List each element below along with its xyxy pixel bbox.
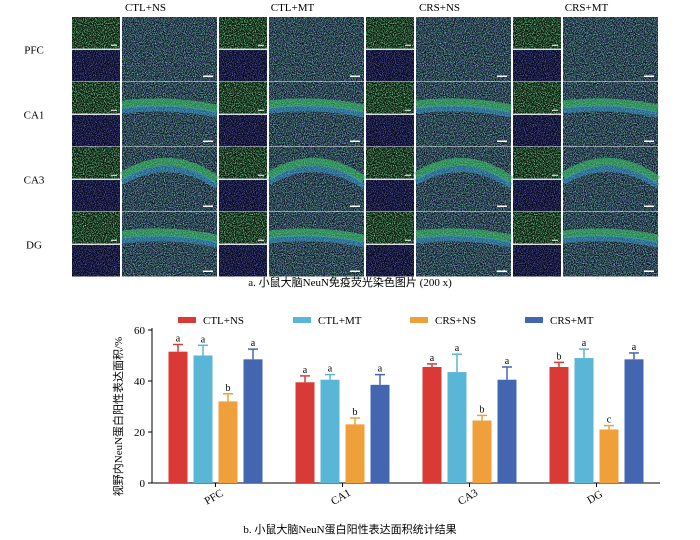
legend-swatch [293, 317, 311, 323]
bar-group: a [574, 338, 594, 483]
bar-group: a [295, 365, 315, 483]
legend-label: CTL+NS [203, 315, 244, 327]
micrograph-tile [513, 212, 659, 277]
micrograph-tile [219, 17, 364, 82]
legend-swatch [410, 317, 428, 323]
bar-group: b [345, 407, 365, 483]
bar-group: a [193, 334, 213, 483]
region-label: CA1 [24, 109, 45, 121]
bar [599, 429, 619, 483]
significance-label: a [505, 356, 510, 367]
bar [168, 351, 188, 483]
x-tick-label: PFC [203, 487, 226, 507]
micrograph-tile [366, 147, 514, 212]
y-tick-label: 20 [134, 427, 146, 439]
significance-label: a [251, 338, 256, 349]
y-axis-label: 视野内NeuN蛋白阳性表达面积/% [111, 337, 125, 497]
y-tick-label: 40 [134, 376, 146, 388]
group-label: CTL+NS [125, 2, 166, 14]
significance-label: b [557, 351, 562, 362]
bar [193, 355, 213, 483]
micrograph-tile [72, 147, 220, 212]
group-label: CTL+MT [271, 2, 315, 14]
bar-group: a [320, 364, 340, 483]
micrograph-tile [219, 212, 365, 277]
significance-label: c [607, 415, 612, 426]
bar-group: a [447, 343, 467, 483]
micrograph-tile [366, 17, 511, 82]
legend-swatch [178, 317, 196, 323]
legend-label: CTL+MT [318, 315, 362, 327]
bar-group: c [599, 415, 619, 483]
micrograph-tile [513, 147, 661, 212]
region-label: CA3 [24, 174, 45, 186]
bar [370, 384, 390, 483]
panel-b-caption: b. 小鼠大脑NeuN蛋白阳性表达面积统计结果 [243, 522, 456, 536]
x-tick-label: DG [585, 488, 605, 506]
significance-label: a [201, 334, 206, 345]
group-label: CRS+MT [565, 2, 609, 14]
micrograph-tile [72, 82, 218, 147]
micrograph-tile [366, 82, 512, 147]
legend-item: CTL+NS [178, 315, 244, 327]
micrograph-panel: CTL+NS CTL+MT CRS+NS CRS+MT PFC CA1 CA3 DG a. … [24, 2, 661, 289]
region-label: DG [26, 239, 42, 251]
micrograph-tile [513, 82, 659, 147]
significance-label: b [226, 383, 231, 394]
bar-group: a [168, 334, 188, 483]
bar-group: a [624, 342, 644, 483]
significance-label: a [176, 334, 181, 345]
bar [295, 382, 315, 483]
panel-a-caption: a. 小鼠大脑NeuN免疫荧光染色图片 (200 x) [248, 275, 452, 289]
bar [549, 366, 569, 483]
significance-label: a [328, 364, 333, 375]
bar-group: a [497, 356, 517, 483]
region-label: PFC [24, 44, 44, 56]
micrograph-tile [219, 82, 365, 147]
bar [345, 424, 365, 483]
bar [218, 401, 238, 483]
bar [472, 420, 492, 483]
bar-group: b [472, 404, 492, 483]
bar [320, 379, 340, 483]
micrograph-tile [366, 212, 512, 277]
significance-label: a [430, 353, 435, 364]
bar [422, 366, 442, 483]
bar-group: b [218, 383, 238, 483]
legend-label: CRS+NS [435, 315, 476, 327]
y-tick-label: 60 [134, 325, 146, 337]
group-label: CRS+NS [419, 2, 460, 14]
micrograph-tile [219, 147, 367, 212]
legend-item: CTL+MT [293, 315, 362, 327]
bar-group: a [243, 338, 263, 483]
y-tick-label: 0 [140, 478, 146, 490]
bar [243, 359, 263, 483]
micrograph-tile [513, 17, 658, 82]
significance-label: a [378, 364, 383, 375]
significance-label: b [480, 404, 485, 415]
significance-label: a [303, 365, 308, 376]
bar [497, 379, 517, 483]
legend-label: CRS+MT [550, 315, 594, 327]
legend-item: CRS+MT [525, 315, 594, 327]
bar-group: b [549, 351, 569, 483]
micrograph-tile [72, 17, 217, 82]
significance-label: a [632, 342, 637, 353]
significance-label: b [353, 407, 358, 418]
x-tick-label: CA3 [456, 487, 480, 508]
significance-label: a [582, 338, 587, 349]
x-tick-label: CA1 [329, 487, 353, 508]
bar [624, 359, 644, 483]
bar [447, 372, 467, 483]
legend-swatch [525, 317, 543, 323]
bar-group: a [370, 364, 390, 483]
legend-item: CRS+NS [410, 315, 476, 327]
significance-label: a [455, 343, 460, 354]
micrograph-tile [72, 212, 218, 277]
bar [574, 358, 594, 483]
bar-group: a [422, 353, 442, 483]
